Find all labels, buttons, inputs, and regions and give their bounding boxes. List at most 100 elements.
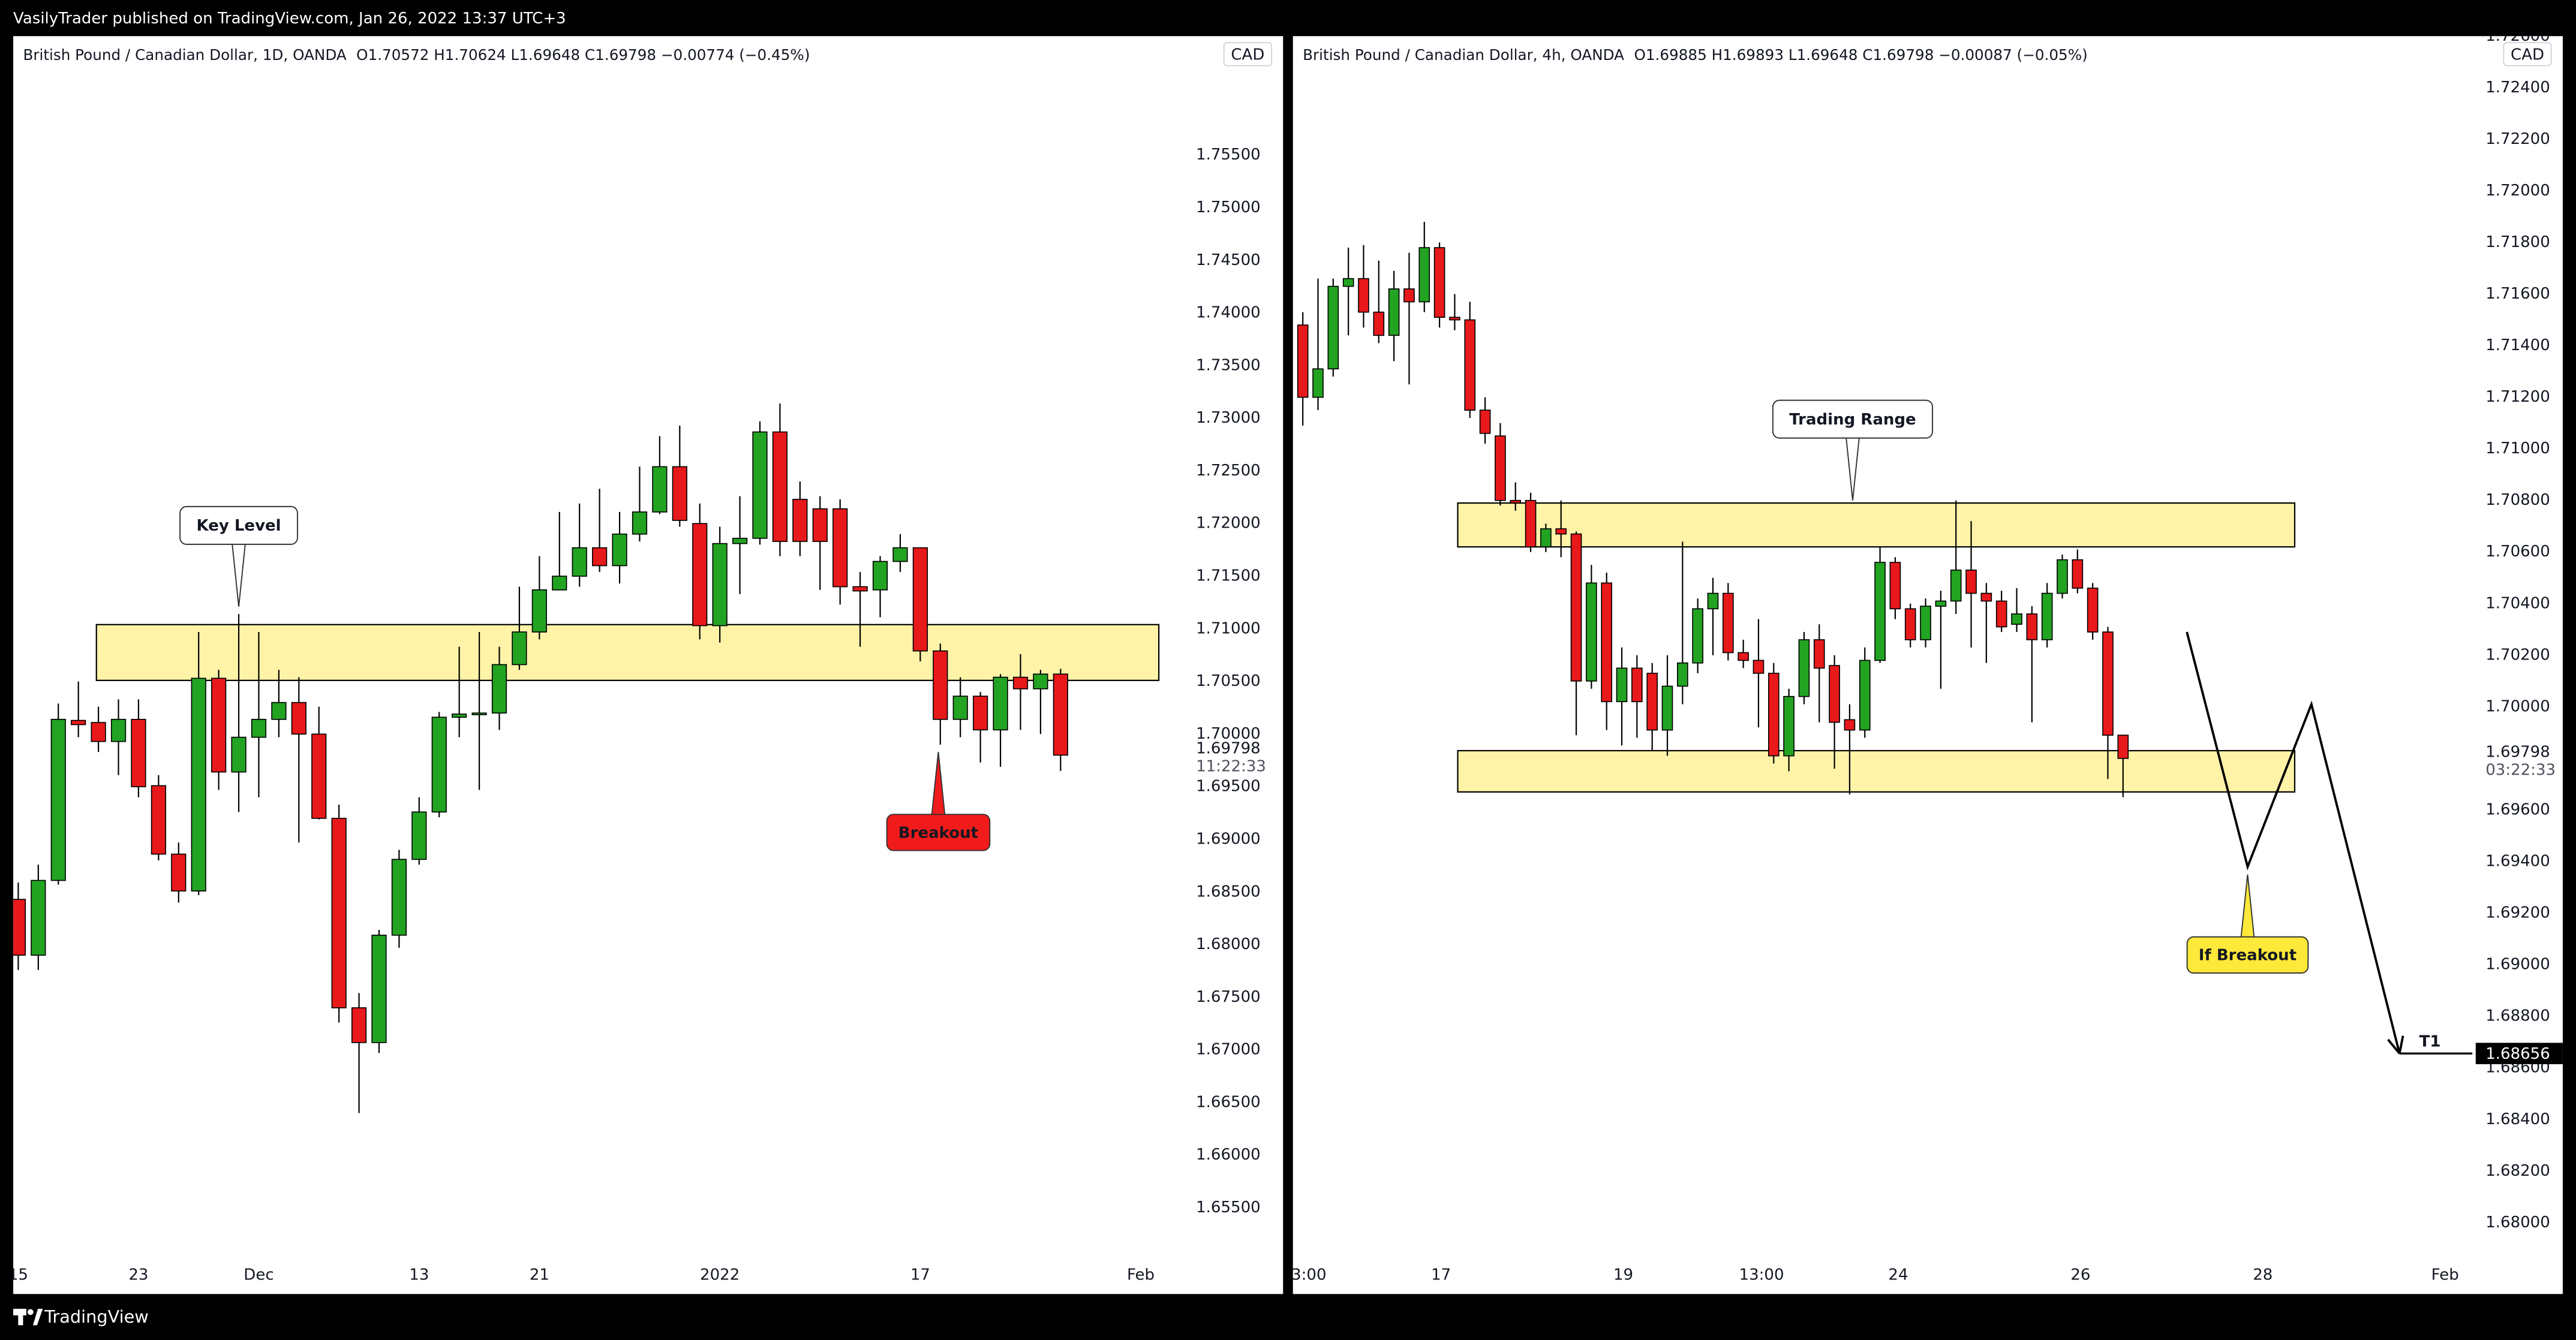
x-tick-label: Dec: [244, 1266, 273, 1284]
candle-body: [1403, 288, 1415, 303]
target-axis-label: 1.68656: [2485, 1045, 2550, 1063]
candle-body: [231, 736, 247, 773]
currency: CAD: [1231, 46, 1264, 64]
candle-body: [1433, 247, 1445, 318]
candle-body: [50, 718, 66, 881]
candle-body: [13, 899, 26, 956]
candle-body: [110, 718, 127, 742]
x-tick-label: 26: [2070, 1266, 2090, 1284]
price-label: 1.69798: [1196, 739, 1261, 757]
candle-body: [1327, 285, 1339, 370]
candle-body: [752, 431, 768, 539]
candle-body: [191, 677, 206, 892]
candle-body: [411, 811, 427, 860]
y-tick-label: 1.71400: [2485, 336, 2550, 354]
candle-body: [672, 466, 687, 521]
y-tick-label: 1.74500: [1196, 251, 1261, 269]
candle-body: [712, 543, 728, 627]
pane-left-content: Key Level Breakout 1.65500 1.66000 1.66500 1.…: [13, 42, 1280, 1284]
candle-body: [1783, 695, 1795, 757]
candle-body: [1586, 582, 1597, 682]
pane-right: [1292, 36, 2563, 1294]
candle-body: [331, 818, 347, 1008]
x-tick-label: 2022: [700, 1266, 740, 1284]
candle-body: [993, 676, 1008, 731]
x-tick-label: Feb: [2431, 1266, 2459, 1284]
candle-body: [1889, 562, 1901, 610]
y-tick-label: 1.69600: [2485, 800, 2550, 818]
candle-body: [912, 547, 928, 652]
callout-text: If Breakout: [2199, 947, 2297, 965]
y-tick-label: 1.74000: [1196, 304, 1261, 322]
y-tick-label: 1.69000: [2485, 956, 2550, 974]
y-tick-label: 1.71000: [2485, 439, 2550, 457]
y-tick-label: 1.69000: [1196, 830, 1261, 848]
chart-header: British Pound / Canadian Dollar, 1D, OAN…: [23, 46, 810, 64]
candle-body: [1661, 685, 1673, 731]
candle-body: [431, 716, 447, 813]
candle-body: [91, 722, 106, 742]
publish-info: VasilyTrader published on TradingView.co…: [13, 10, 566, 28]
y-tick-label: 1.68500: [1196, 883, 1261, 901]
price-label-bg: [1189, 739, 1280, 775]
countdown: 11:22:33: [1196, 758, 1266, 776]
candle-body: [1570, 533, 1582, 682]
price-label-bg: [2479, 742, 2560, 779]
plot-left: Key Level Breakout: [13, 403, 1160, 1113]
y-tick-label: 1.72000: [1196, 514, 1261, 532]
candle-body: [732, 537, 748, 544]
y-tick-label: 1.69200: [2485, 904, 2550, 922]
candle-body: [1555, 528, 1567, 535]
candle-body: [812, 508, 828, 542]
ohlc-legend: O1.69885 H1.69893 L1.69648 C1.69798 −0.0…: [1634, 46, 2087, 64]
candle-body: [471, 712, 487, 715]
candle-body: [2102, 631, 2114, 736]
y-tick-label: 1.71000: [1196, 619, 1261, 637]
y-tick-label: 1.68000: [2485, 1213, 2550, 1231]
candle-body: [1479, 409, 1491, 434]
candle-body: [1980, 592, 1992, 602]
candle-body: [251, 718, 267, 738]
y-tick-label: 1.70000: [2485, 697, 2550, 715]
currency: CAD: [2511, 46, 2544, 64]
candle-body: [1418, 247, 1430, 303]
projection-path: [2186, 631, 2401, 1054]
candle-body: [1631, 667, 1643, 703]
target-name: T1: [2419, 1032, 2441, 1050]
candle-body: [1950, 570, 1962, 602]
chart-header: British Pound / Canadian Dollar, 4h, OAN…: [1303, 46, 2088, 64]
x-tick-label: 28: [2253, 1266, 2273, 1284]
candle-body: [1723, 592, 1734, 654]
y-tick-label: 1.68400: [2485, 1110, 2550, 1128]
candle-body: [512, 631, 527, 666]
y-tick-label: 1.67500: [1196, 988, 1261, 1006]
candle-body: [1495, 435, 1506, 501]
bottom-bar: [0, 1296, 2576, 1340]
y-tick-label: 1.70600: [2485, 543, 2550, 561]
candle-body: [832, 508, 848, 588]
y-tick-label: 1.75000: [1196, 198, 1261, 216]
callout: If Breakout: [2186, 874, 2309, 974]
x-tick-label: 24: [1888, 1266, 1908, 1284]
y-tick-label: 1.66500: [1196, 1093, 1261, 1111]
candle-body: [371, 934, 387, 1043]
candle-body: [1904, 608, 1916, 640]
y-tick-label: 1.71500: [1196, 567, 1261, 585]
candle-body: [271, 701, 287, 720]
callout: Breakout: [886, 752, 991, 851]
candle-body: [2026, 613, 2038, 640]
y-tick-label: 1.69400: [2485, 853, 2550, 871]
x-tick-label: 19: [1613, 1266, 1633, 1284]
candle-body: [1768, 673, 1780, 757]
candle-body: [632, 511, 648, 535]
chart-title: British Pound / Canadian Dollar, 4h, OAN…: [1303, 46, 1624, 64]
y-tick-label: 1.72000: [2485, 182, 2550, 200]
brand: TradingView: [44, 1306, 149, 1327]
candle-body: [852, 586, 868, 592]
candle-body: [792, 499, 808, 542]
y-tick-label: 1.68800: [2485, 1007, 2550, 1025]
candle-body: [592, 547, 608, 567]
y-tick-label: 1.72500: [1196, 462, 1261, 480]
